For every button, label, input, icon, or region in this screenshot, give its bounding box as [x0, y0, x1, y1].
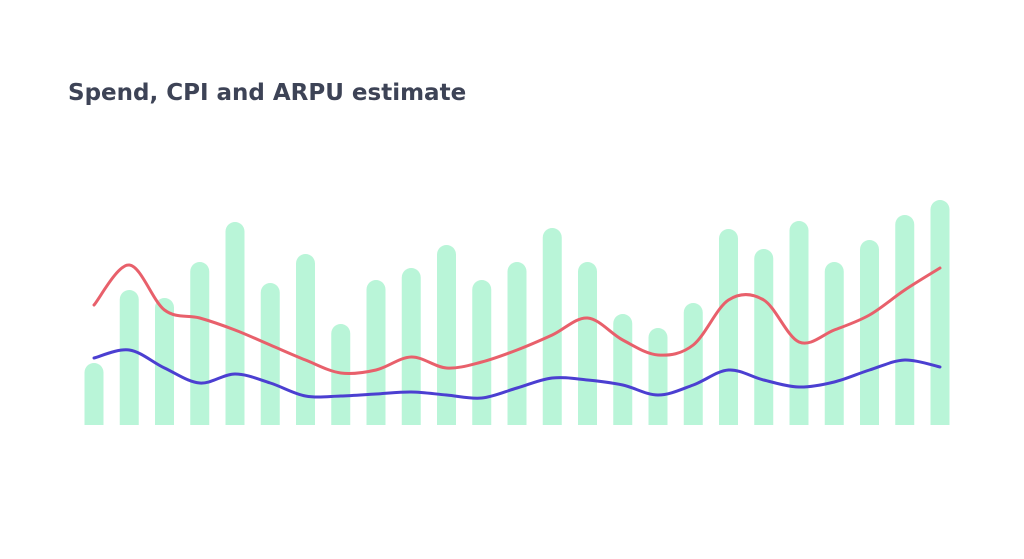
- bar: [542, 228, 562, 425]
- chart-title: Spend, CPI and ARPU estimate: [68, 80, 466, 106]
- bar: [683, 303, 703, 425]
- bar: [789, 221, 809, 425]
- bar: [401, 268, 421, 425]
- bar: [648, 328, 668, 425]
- bar: [190, 262, 210, 425]
- line: [92, 263, 942, 376]
- bar: [155, 298, 174, 425]
- line: [92, 348, 942, 400]
- bar: [119, 290, 139, 425]
- bar: [507, 262, 527, 425]
- bar: [613, 314, 633, 425]
- bar: [930, 200, 950, 425]
- bar: [437, 245, 456, 425]
- bar: [719, 229, 738, 425]
- bar: [824, 262, 844, 425]
- bar: [754, 249, 774, 425]
- bar: [366, 280, 386, 425]
- bar: [472, 280, 492, 425]
- bar: [895, 215, 915, 425]
- bar: [225, 222, 245, 425]
- bar: [578, 262, 597, 425]
- bar: [860, 240, 879, 425]
- bar: [260, 283, 280, 425]
- bar: [296, 254, 315, 425]
- bar: [84, 363, 104, 425]
